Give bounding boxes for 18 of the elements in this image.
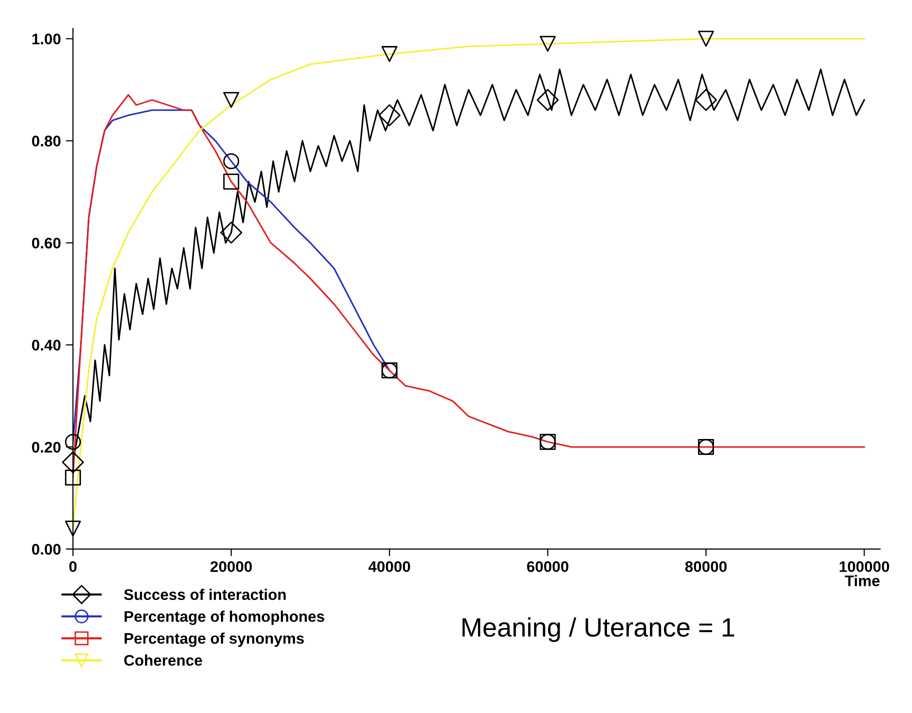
y-tick-label: 0.20 <box>32 442 61 453</box>
x-tick-label: 100000 <box>840 561 890 572</box>
legend-label: Success of interaction <box>124 588 286 600</box>
y-tick-label: 0.80 <box>32 136 61 146</box>
x-axis-title: Time <box>844 575 880 586</box>
x-tick-label: 40000 <box>368 561 410 572</box>
legend-label: Percentage of homophones <box>124 610 324 625</box>
y-tick-label: 0.60 <box>32 238 61 249</box>
y-tick-label: 0.00 <box>32 544 61 555</box>
x-tick-label: 60000 <box>527 561 568 572</box>
y-tick-label: 0.40 <box>32 340 61 351</box>
x-tick-label: 80000 <box>685 561 727 572</box>
legend-label: Percentage of synonyms <box>124 632 304 647</box>
legend-label: Coherence <box>124 654 202 666</box>
x-tick-label: 20000 <box>210 561 252 572</box>
y-tick-label: 1.00 <box>32 34 61 44</box>
x-tick-label: 0 <box>69 561 77 572</box>
text: Meaning / Uterance = 1 <box>462 617 734 642</box>
